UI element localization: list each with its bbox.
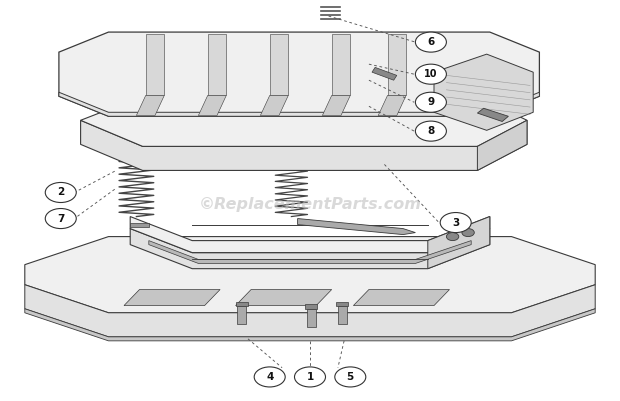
Polygon shape (236, 290, 332, 306)
Polygon shape (237, 306, 246, 324)
Polygon shape (146, 34, 164, 95)
Circle shape (294, 367, 326, 387)
Polygon shape (305, 304, 317, 309)
Polygon shape (130, 229, 490, 269)
Circle shape (446, 233, 459, 241)
Polygon shape (130, 217, 490, 253)
Polygon shape (434, 54, 533, 130)
Polygon shape (332, 34, 350, 95)
Polygon shape (81, 120, 527, 170)
Polygon shape (336, 302, 348, 306)
Text: 2: 2 (57, 188, 64, 197)
Polygon shape (353, 290, 450, 306)
Polygon shape (208, 34, 226, 95)
Polygon shape (149, 241, 471, 263)
Polygon shape (81, 96, 527, 146)
Polygon shape (130, 223, 149, 227)
Circle shape (45, 209, 76, 229)
Polygon shape (118, 133, 155, 140)
Circle shape (462, 229, 474, 237)
Polygon shape (198, 95, 226, 115)
Polygon shape (260, 95, 288, 115)
Polygon shape (338, 306, 347, 324)
Polygon shape (59, 92, 539, 116)
Circle shape (440, 213, 471, 233)
Polygon shape (273, 141, 310, 148)
Polygon shape (322, 95, 350, 115)
Circle shape (335, 367, 366, 387)
Text: 9: 9 (427, 97, 435, 107)
Polygon shape (136, 95, 164, 115)
Circle shape (254, 367, 285, 387)
Polygon shape (477, 108, 508, 122)
Circle shape (415, 32, 446, 52)
Polygon shape (25, 237, 595, 313)
Circle shape (415, 92, 446, 112)
Polygon shape (307, 309, 316, 327)
Polygon shape (477, 120, 527, 170)
Polygon shape (59, 32, 539, 116)
Polygon shape (372, 67, 397, 80)
Text: 4: 4 (266, 372, 273, 382)
Polygon shape (270, 34, 288, 95)
Text: 8: 8 (427, 126, 435, 136)
Polygon shape (146, 134, 158, 138)
Text: 5: 5 (347, 372, 354, 382)
Polygon shape (124, 290, 220, 306)
Polygon shape (428, 217, 490, 269)
Polygon shape (378, 95, 406, 115)
Text: 1: 1 (306, 372, 314, 382)
Circle shape (415, 64, 446, 84)
Text: 3: 3 (452, 218, 459, 227)
Polygon shape (298, 219, 415, 235)
Circle shape (415, 121, 446, 141)
Text: 6: 6 (427, 37, 435, 47)
Circle shape (45, 182, 76, 203)
Text: 10: 10 (424, 69, 438, 79)
Polygon shape (25, 309, 595, 341)
Polygon shape (236, 302, 248, 306)
Text: 7: 7 (57, 214, 64, 223)
Polygon shape (388, 34, 406, 95)
Polygon shape (25, 285, 595, 337)
Text: ©ReplacementParts.com: ©ReplacementParts.com (198, 197, 422, 212)
